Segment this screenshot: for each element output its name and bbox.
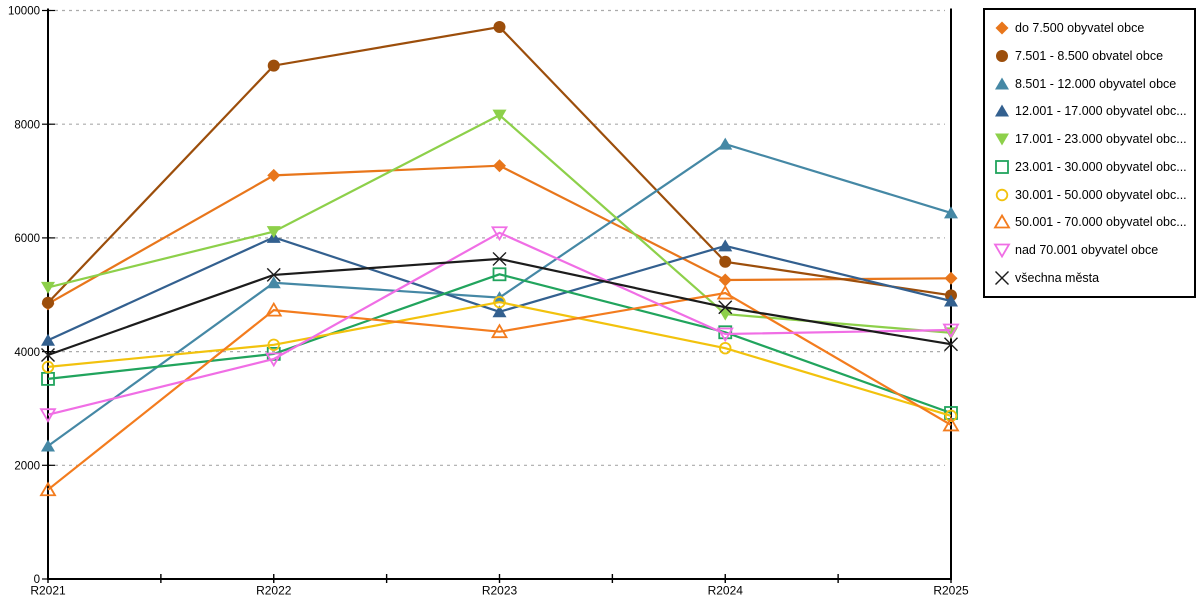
- legend-item-8[interactable]: nad 70.001 obyvatel obce: [993, 239, 1188, 261]
- y-tick-label: 0: [34, 574, 40, 586]
- triangle-down-legend-icon: [993, 130, 1013, 148]
- legend-label: 7.501 - 8.500 obvatel obce: [1015, 48, 1164, 63]
- legend-item-3[interactable]: 12.001 - 17.000 obyvatel obc...: [993, 100, 1188, 122]
- series-8: [39, 226, 960, 423]
- x-tick-label: R2022: [256, 584, 292, 598]
- x-tick-label: R2024: [708, 584, 744, 598]
- x-tick-label: R2023: [482, 584, 518, 598]
- legend-item-1[interactable]: 7.501 - 8.500 obvatel obce: [993, 45, 1188, 67]
- circle-open-legend-icon: [993, 186, 1013, 204]
- y-tick-label: 4000: [14, 347, 40, 359]
- legend-label: 50.001 - 70.000 obyvatel obc...: [1015, 215, 1187, 230]
- legend-label: všechna města: [1015, 270, 1100, 285]
- legend-label: 12.001 - 17.000 obyvatel obc...: [1015, 104, 1187, 119]
- x-tick-label: R2021: [30, 584, 66, 598]
- triangle-up-legend-icon: [993, 102, 1013, 120]
- series-3: [41, 230, 958, 346]
- legend-label: do 7.500 obyvatel obce: [1015, 21, 1145, 35]
- series-7: [39, 284, 960, 497]
- legend-label: 30.001 - 50.000 obyvatel obc...: [1015, 187, 1187, 202]
- legend-label: 23.001 - 30.000 obyvatel obc...: [1015, 159, 1187, 174]
- y-tick-label: 10000: [8, 6, 40, 18]
- gridlines: [48, 9, 945, 466]
- axes: 0 2000 4000 6000 8000 10000 R2021 R2022 R2023 R20…: [8, 6, 969, 598]
- series-5: [41, 267, 958, 420]
- legend-item-5[interactable]: 23.001 - 30.000 obyvatel obc...: [993, 156, 1188, 178]
- x-legend-icon: [993, 269, 1013, 287]
- legend-label: nad 70.001 obyvatel obce: [1015, 243, 1159, 258]
- y-tick-label: 6000: [14, 233, 40, 245]
- triangle-up-legend-icon: [993, 75, 1013, 93]
- series-4: [41, 109, 958, 340]
- legend-item-2[interactable]: 8.501 - 12.000 obyvatel obce: [993, 73, 1188, 95]
- series-9: [41, 251, 958, 363]
- legend-label: 17.001 - 23.000 obyvatel obc...: [1015, 132, 1187, 147]
- legend-item-9[interactable]: všechna města: [993, 267, 1188, 289]
- triangle-up-open-legend-icon: [993, 213, 1013, 231]
- legend-item-7[interactable]: 50.001 - 70.000 obyvatel obc...: [993, 211, 1188, 233]
- legend-item-4[interactable]: 17.001 - 23.000 obyvatel obc...: [993, 128, 1188, 150]
- legend-item-6[interactable]: 30.001 - 50.000 obyvatel obc...: [993, 184, 1188, 206]
- y-tick-label: 8000: [14, 119, 40, 131]
- series-6: [41, 295, 958, 423]
- square-open-legend-icon: [993, 158, 1013, 176]
- legend: do 7.500 obyvatel obce 7.501 - 8.500 obva…: [983, 8, 1196, 298]
- legend-item-0[interactable]: do 7.500 obyvatel obce: [993, 17, 1188, 39]
- series-0: [41, 159, 958, 311]
- circle-legend-icon: [993, 47, 1013, 65]
- x-tick-label: R2025: [933, 584, 969, 598]
- series-2: [41, 137, 958, 452]
- y-tick-label: 2000: [14, 461, 40, 473]
- legend-label: 8.501 - 12.000 obyvatel obce: [1015, 76, 1177, 91]
- diamond-legend-icon: [993, 19, 1013, 37]
- triangle-down-open-legend-icon: [993, 241, 1013, 259]
